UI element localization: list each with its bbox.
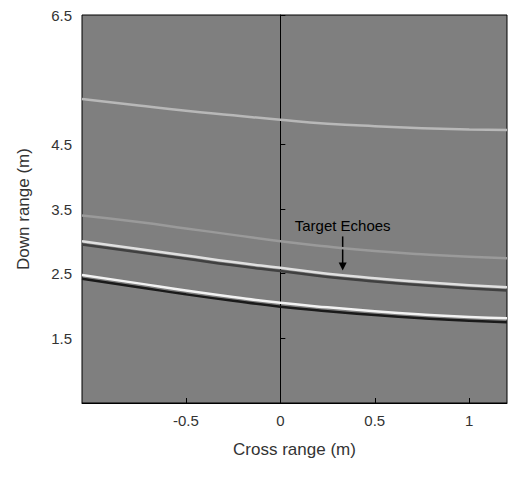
svg-text:Target Echoes: Target Echoes: [295, 217, 391, 234]
svg-text:0.5: 0.5: [364, 412, 385, 429]
svg-text:2.5: 2.5: [51, 265, 72, 282]
svg-text:-0.5: -0.5: [173, 412, 199, 429]
svg-text:3.5: 3.5: [51, 201, 72, 218]
svg-text:Down range (m): Down range (m): [14, 148, 33, 270]
svg-text:6.5: 6.5: [51, 7, 72, 24]
svg-text:0: 0: [276, 412, 284, 429]
svg-text:1: 1: [465, 412, 473, 429]
svg-text:4.5: 4.5: [51, 136, 72, 153]
svg-text:1.5: 1.5: [51, 330, 72, 347]
svg-text:Cross range (m): Cross range (m): [233, 440, 356, 459]
